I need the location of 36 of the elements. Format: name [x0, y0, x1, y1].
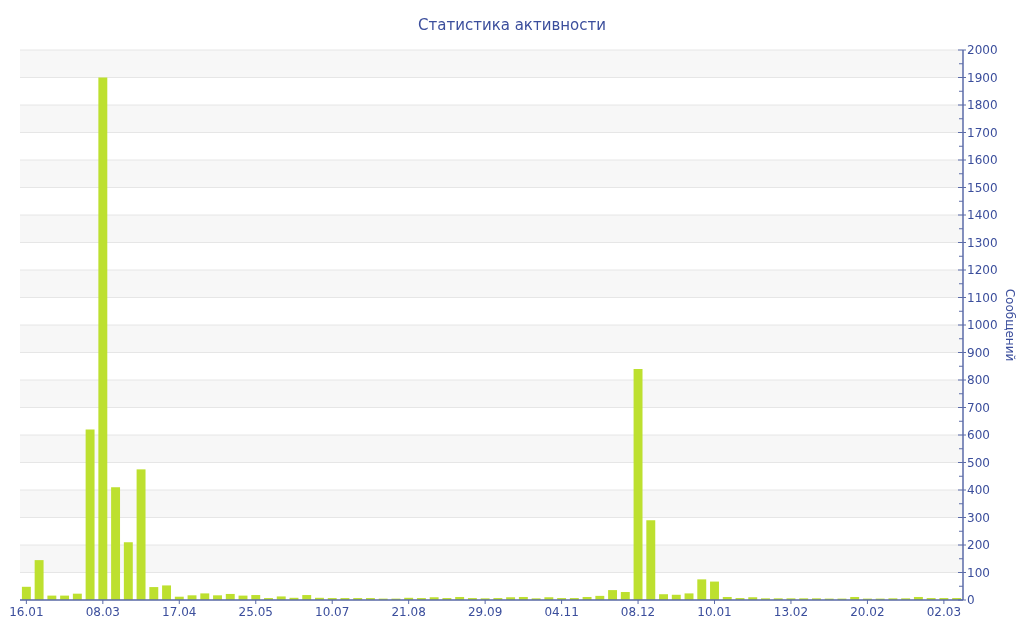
y-tick-label: 0: [967, 593, 975, 608]
x-tick-label: 10.07: [315, 605, 350, 619]
y-tick-label: 2000: [967, 43, 998, 58]
y-tick-label: 1300: [967, 235, 998, 250]
x-tick-label: 17.04: [162, 605, 197, 619]
y-axis-title: Сообщений: [1003, 288, 1017, 362]
x-tick-label: 08.12: [620, 605, 656, 619]
y-tick-label: 1600: [967, 153, 998, 168]
x-tick-label: 10.01: [697, 605, 732, 619]
y-tick-label: 1100: [967, 290, 998, 305]
x-tick-label: 08.03: [85, 605, 121, 619]
x-tick-label: 13.02: [773, 605, 809, 619]
y-tick-label: 300: [967, 510, 990, 525]
chart-title: Статистика активности: [418, 16, 606, 34]
x-tick-label: 21.08: [391, 605, 426, 619]
y-tick-label: 1000: [967, 318, 998, 333]
y-tick-label: 200: [967, 538, 990, 553]
x-tick-label: 16.01: [9, 605, 44, 619]
y-tick-label: 1900: [967, 70, 998, 85]
x-tick-label: 02.03: [926, 605, 962, 619]
y-tick-label: 1700: [967, 125, 998, 140]
y-tick-label: 1200: [967, 263, 998, 278]
y-tick-label: 700: [967, 400, 990, 415]
x-tick-label: 04.11: [544, 605, 579, 619]
y-tick-label: 400: [967, 483, 990, 498]
y-tick-label: 1500: [967, 180, 998, 195]
x-tick-label: 20.02: [850, 605, 885, 619]
x-tick-label: 29.09: [467, 605, 503, 619]
x-tick-label: 25.05: [238, 605, 273, 619]
y-tick-label: 1400: [967, 208, 998, 223]
y-tick-label: 600: [967, 428, 990, 443]
y-tick-label: 900: [967, 345, 990, 360]
y-tick-label: 800: [967, 373, 990, 388]
y-tick-label: 500: [967, 455, 990, 470]
y-tick-label: 1800: [967, 98, 998, 113]
y-tick-label: 100: [967, 565, 990, 580]
